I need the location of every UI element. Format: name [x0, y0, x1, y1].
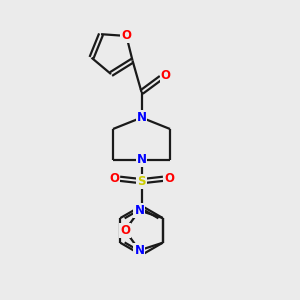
Text: S: S	[137, 175, 146, 188]
Text: N: N	[134, 244, 144, 257]
Text: N: N	[136, 153, 146, 166]
Text: O: O	[109, 172, 119, 185]
Text: O: O	[164, 172, 174, 185]
Text: O: O	[122, 29, 131, 43]
Text: O: O	[120, 224, 130, 237]
Text: N: N	[134, 204, 144, 217]
Text: O: O	[160, 69, 170, 82]
Text: N: N	[136, 111, 146, 124]
